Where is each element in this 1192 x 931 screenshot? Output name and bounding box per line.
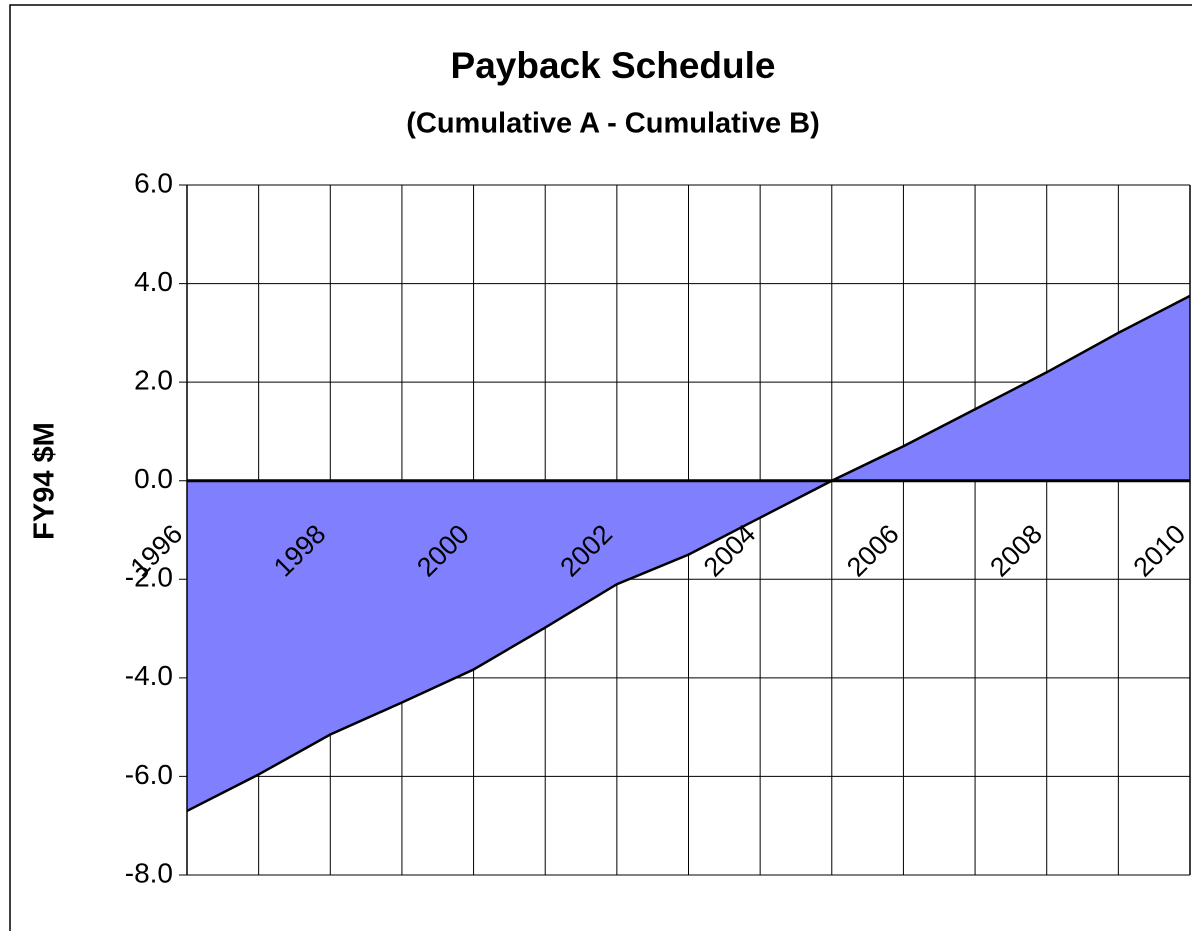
y-tick-label: 0.0 [134, 463, 173, 494]
chart-title: Payback Schedule [451, 45, 776, 86]
area-line [186, 294, 1191, 813]
y-tick-label: -4.0 [125, 660, 173, 691]
y-tick-label: 4.0 [134, 266, 173, 297]
y-axis-label: FY94 $M [29, 422, 61, 540]
y-tick-label: 2.0 [134, 365, 173, 396]
y-tick-label: -2.0 [125, 562, 173, 593]
y-tick-label: -8.0 [125, 857, 173, 888]
y-tick-label: -6.0 [125, 759, 173, 790]
chart-subtitle: (Cumulative A - Cumulative B) [406, 108, 820, 140]
y-tick-label: 6.0 [134, 167, 173, 198]
